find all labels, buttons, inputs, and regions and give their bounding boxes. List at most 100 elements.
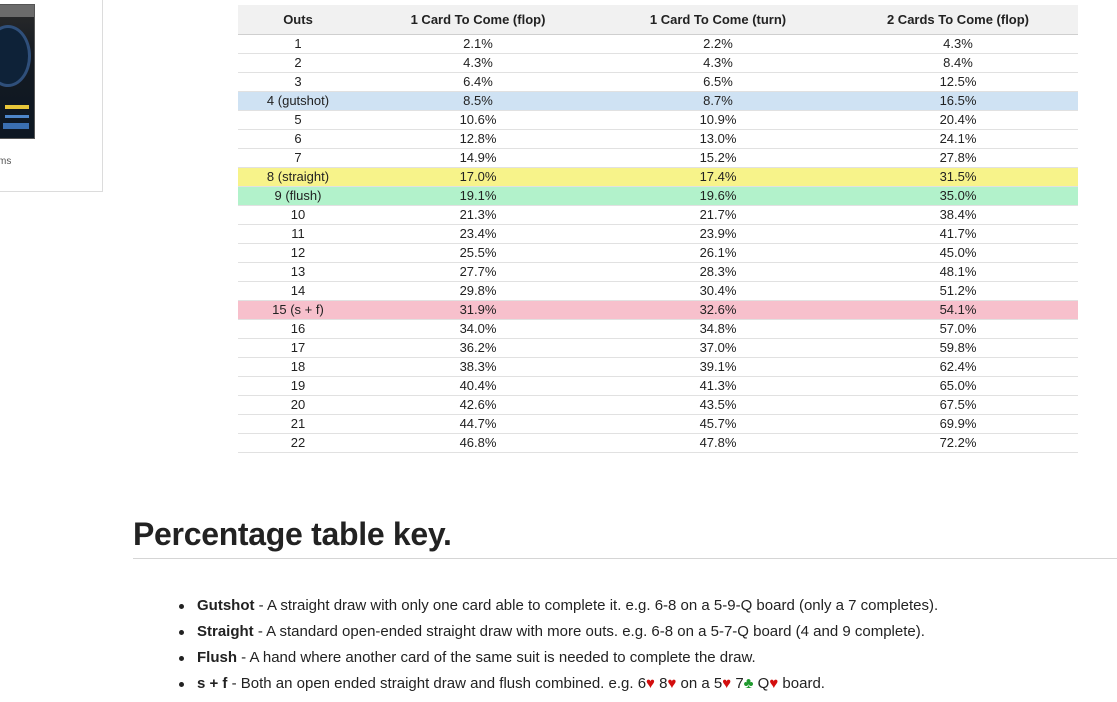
cell-1card-flop: 23.4% <box>358 224 598 244</box>
cell-outs: 15 (s + f) <box>238 300 358 320</box>
table-row: 15 (s + f) 31.9% 32.6% 54.1% <box>238 300 1078 320</box>
cell-1card-turn: 19.6% <box>598 186 838 206</box>
table-row: 22 46.8% 47.8% 72.2% <box>238 433 1078 453</box>
cell-1card-flop: 14.9% <box>358 148 598 168</box>
key-term-straight: Straight <box>197 623 254 640</box>
cell-2cards-flop: 27.8% <box>838 148 1078 168</box>
list-item: Flush - A hand where another card of the… <box>178 647 938 673</box>
key-desc-sf: - Both an open ended straight draw and f… <box>227 675 647 692</box>
cell-2cards-flop: 69.9% <box>838 414 1078 434</box>
table-row: 18 38.3% 39.1% 62.4% <box>238 357 1078 377</box>
thumbnail-table <box>0 25 31 87</box>
cell-outs: 19 <box>238 376 358 396</box>
table-row: 3 6.4% 6.5% 12.5% <box>238 72 1078 92</box>
cell-outs: 7 <box>238 148 358 168</box>
cell-2cards-flop: 57.0% <box>838 319 1078 339</box>
table-row: 10 21.3% 21.7% 38.4% <box>238 205 1078 225</box>
thumbnail-titlebar <box>0 5 34 17</box>
cell-outs: 16 <box>238 319 358 339</box>
header-outs: Outs <box>238 5 358 35</box>
table-row: 8 (straight) 17.0% 17.4% 31.5% <box>238 167 1078 187</box>
cell-1card-flop: 21.3% <box>358 205 598 225</box>
cell-1card-flop: 36.2% <box>358 338 598 358</box>
cell-1card-flop: 2.1% <box>358 34 598 54</box>
key-list: Gutshot - A straight draw with only one … <box>178 595 938 699</box>
cell-1card-turn: 30.4% <box>598 281 838 301</box>
table-row: 2 4.3% 4.3% 8.4% <box>238 53 1078 73</box>
outs-odds-table: Outs 1 Card To Come (flop) 1 Card To Com… <box>238 5 1078 453</box>
cell-2cards-flop: 35.0% <box>838 186 1078 206</box>
heart-icon: ♥ <box>722 675 732 692</box>
key-desc-sf-board: board. <box>778 675 825 692</box>
cell-1card-turn: 37.0% <box>598 338 838 358</box>
cell-outs: 17 <box>238 338 358 358</box>
table-body: 1 2.1% 2.2% 4.3% 2 4.3% 4.3% 8.4% 3 6.4% 6.5% 12.5%… <box>238 34 1078 453</box>
cell-1card-flop: 8.5% <box>358 91 598 111</box>
key-desc-sf-7: 7 <box>731 675 744 692</box>
cell-2cards-flop: 72.2% <box>838 433 1078 453</box>
cell-1card-flop: 12.8% <box>358 129 598 149</box>
cell-outs: 9 (flush) <box>238 186 358 206</box>
table-row: 1 2.1% 2.2% 4.3% <box>238 34 1078 54</box>
cell-2cards-flop: 38.4% <box>838 205 1078 225</box>
cell-outs: 6 <box>238 129 358 149</box>
sidebar-text-fragment[interactable]: ms <box>0 156 12 167</box>
key-desc-sf-q: Q <box>753 675 770 692</box>
cell-1card-flop: 10.6% <box>358 110 598 130</box>
key-term-gutshot: Gutshot <box>197 597 255 614</box>
cell-1card-turn: 10.9% <box>598 110 838 130</box>
cell-1card-turn: 43.5% <box>598 395 838 415</box>
key-term-flush: Flush <box>197 649 237 666</box>
list-item: Straight - A standard open-ended straigh… <box>178 621 938 647</box>
cell-1card-flop: 4.3% <box>358 53 598 73</box>
thumbnail-bar <box>3 123 29 129</box>
thumbnail-bar <box>5 105 29 109</box>
key-section-title: Percentage table key. <box>133 516 452 552</box>
cell-outs: 8 (straight) <box>238 167 358 187</box>
club-icon: ♣ <box>743 675 754 692</box>
cell-1card-turn: 26.1% <box>598 243 838 263</box>
cell-1card-flop: 42.6% <box>358 395 598 415</box>
cell-1card-flop: 31.9% <box>358 300 598 320</box>
cell-1card-turn: 23.9% <box>598 224 838 244</box>
table-row: 14 29.8% 30.4% 51.2% <box>238 281 1078 301</box>
heart-icon: ♥ <box>769 675 779 692</box>
cell-outs: 10 <box>238 205 358 225</box>
key-desc-straight: - A standard open-ended straight draw wi… <box>253 623 925 640</box>
cell-1card-turn: 41.3% <box>598 376 838 396</box>
table-row: 17 36.2% 37.0% 59.8% <box>238 338 1078 358</box>
cell-outs: 13 <box>238 262 358 282</box>
cell-1card-flop: 19.1% <box>358 186 598 206</box>
cell-1card-turn: 2.2% <box>598 34 838 54</box>
cell-2cards-flop: 62.4% <box>838 357 1078 377</box>
heart-icon: ♥ <box>646 675 655 692</box>
heart-icon: ♥ <box>667 675 677 692</box>
cell-1card-flop: 25.5% <box>358 243 598 263</box>
cell-1card-turn: 39.1% <box>598 357 838 377</box>
cell-1card-flop: 38.3% <box>358 357 598 377</box>
thumbnail-bar <box>5 115 29 118</box>
cell-1card-turn: 6.5% <box>598 72 838 92</box>
cell-2cards-flop: 51.2% <box>838 281 1078 301</box>
cell-outs: 18 <box>238 357 358 377</box>
table-row: 11 23.4% 23.9% 41.7% <box>238 224 1078 244</box>
cell-1card-turn: 13.0% <box>598 129 838 149</box>
table-row: 9 (flush) 19.1% 19.6% 35.0% <box>238 186 1078 206</box>
table-row: 16 34.0% 34.8% 57.0% <box>238 319 1078 339</box>
cell-2cards-flop: 12.5% <box>838 72 1078 92</box>
cell-2cards-flop: 45.0% <box>838 243 1078 263</box>
table-row: 12 25.5% 26.1% 45.0% <box>238 243 1078 263</box>
cell-1card-flop: 46.8% <box>358 433 598 453</box>
cell-1card-turn: 21.7% <box>598 205 838 225</box>
cell-2cards-flop: 20.4% <box>838 110 1078 130</box>
cell-1card-flop: 40.4% <box>358 376 598 396</box>
table-row: 6 12.8% 13.0% 24.1% <box>238 129 1078 149</box>
poker-software-thumbnail[interactable] <box>0 4 35 139</box>
cell-1card-turn: 45.7% <box>598 414 838 434</box>
cell-1card-turn: 34.8% <box>598 319 838 339</box>
cell-outs: 14 <box>238 281 358 301</box>
cell-outs: 3 <box>238 72 358 92</box>
key-desc-sf-8: 8 <box>654 675 668 692</box>
table-row: 7 14.9% 15.2% 27.8% <box>238 148 1078 168</box>
